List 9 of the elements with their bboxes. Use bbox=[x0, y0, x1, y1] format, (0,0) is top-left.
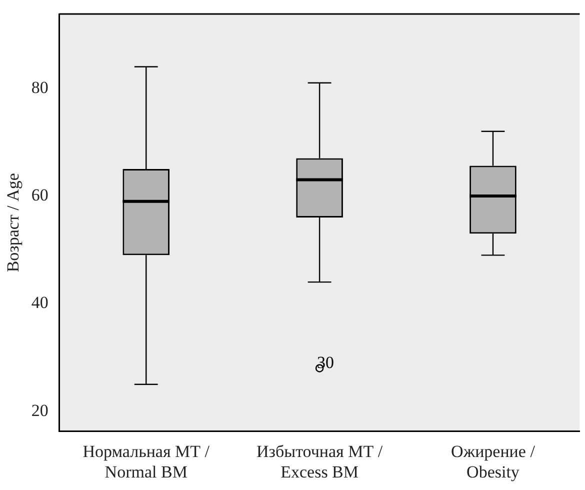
y-tick-label: 60 bbox=[31, 185, 48, 204]
y-tick-label: 20 bbox=[31, 400, 48, 420]
y-tick-label: 40 bbox=[31, 293, 48, 312]
y-tick-label: 80 bbox=[31, 78, 48, 97]
x-tick-label: Нормальная МТ / Normal BM bbox=[82, 442, 210, 482]
annotation: 30 bbox=[317, 353, 334, 372]
x-tick-label: Избыточная МТ / Excess BM bbox=[256, 442, 383, 482]
y-axis-title: Возраст / Age bbox=[4, 173, 23, 272]
x-tick-label: Ожирение / Obesity bbox=[451, 442, 536, 482]
